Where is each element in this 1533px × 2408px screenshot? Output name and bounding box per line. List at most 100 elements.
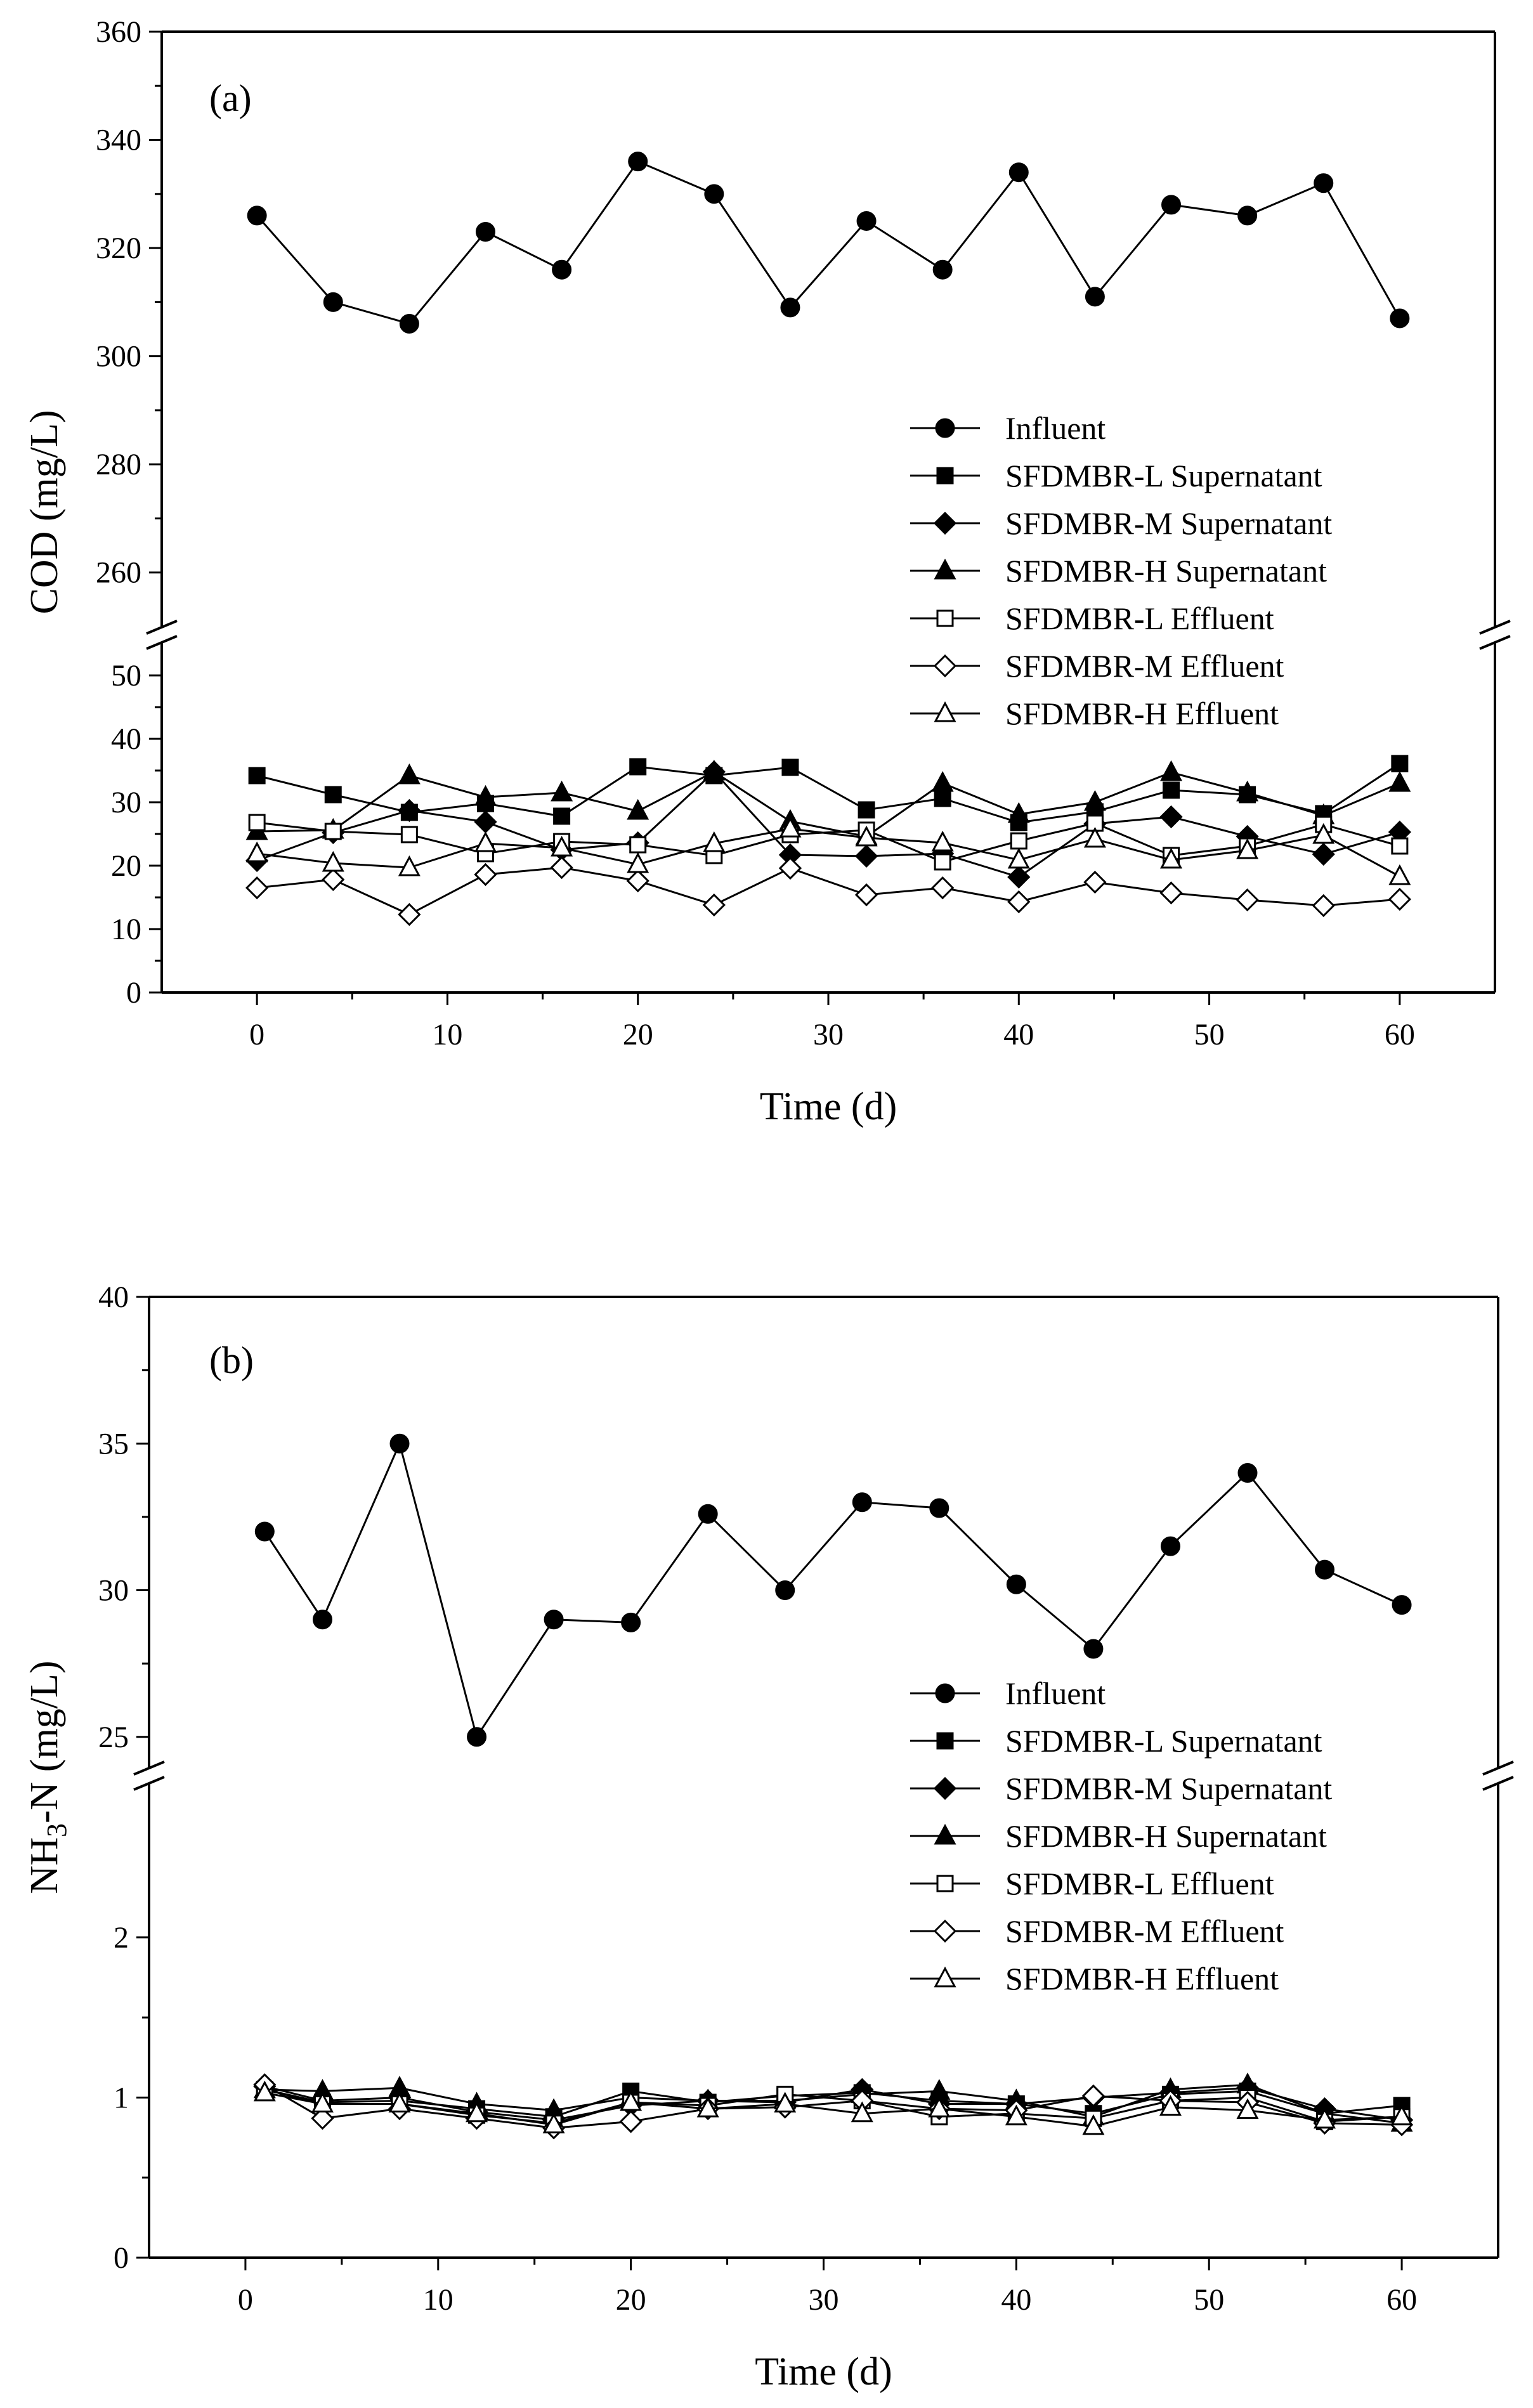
- data-point: [1083, 870, 1107, 894]
- y-tick-label: 0: [114, 2241, 129, 2275]
- data-point: [703, 759, 726, 781]
- y-tick-label: 40: [111, 722, 141, 756]
- axis-break-right-slash: [1479, 620, 1511, 635]
- y-tick-label: 20: [111, 849, 141, 883]
- data-point: [1081, 2084, 1106, 2108]
- data-point: [1007, 890, 1031, 914]
- data-point: [1391, 755, 1409, 772]
- data-point: [311, 2092, 334, 2113]
- data-point: [858, 801, 875, 819]
- x-tick-label: 60: [1385, 1018, 1415, 1051]
- legend-label: SFDMBR-L Effluent: [1005, 601, 1274, 636]
- y-tick-label: 30: [98, 1574, 129, 1608]
- data-point: [1007, 865, 1031, 889]
- data-point: [780, 297, 800, 318]
- data-point: [398, 902, 421, 927]
- series-sfdmbr-m-effluent: [245, 856, 1411, 927]
- data-point: [1010, 832, 1027, 850]
- data-point: [551, 780, 573, 802]
- y-axis-title-subscript: 3: [41, 1823, 72, 1837]
- legend-marker: [935, 418, 955, 438]
- series-line: [257, 771, 1400, 838]
- y-axis-title: NH3-N (mg/L): [23, 1660, 72, 1894]
- data-point: [932, 259, 953, 280]
- data-point: [398, 798, 421, 823]
- data-point: [254, 1521, 275, 1542]
- x-tick-label: 50: [1194, 1018, 1225, 1051]
- data-point: [467, 1727, 487, 1747]
- legend-label: Influent: [1005, 1676, 1106, 1711]
- data-point: [1391, 837, 1409, 855]
- legend-label: SFDMBR-H Effluent: [1005, 1961, 1279, 1996]
- series-line: [264, 1440, 1402, 1740]
- legend-marker: [933, 1919, 957, 1943]
- data-point: [1312, 842, 1335, 866]
- data-point: [855, 825, 878, 847]
- data-point: [621, 1612, 641, 1632]
- data-point: [1237, 1463, 1258, 1483]
- axis-break-left-gap: [134, 1768, 164, 1783]
- data-point: [474, 784, 497, 806]
- data-point: [619, 2110, 643, 2133]
- series-influent: [247, 152, 1410, 334]
- data-point: [1160, 760, 1183, 781]
- data-point: [1083, 1639, 1104, 1659]
- legend-label: SFDMBR-H Supernatant: [1005, 1818, 1327, 1854]
- y-axis-title-main: NH: [23, 1837, 66, 1894]
- panel-label: (b): [209, 1339, 254, 1381]
- data-point: [1312, 823, 1335, 844]
- data-point: [542, 2112, 565, 2133]
- data-point: [928, 2096, 951, 2118]
- y-tick-label: 0: [126, 976, 141, 1010]
- x-tick-label: 40: [1003, 1018, 1034, 1051]
- series-sfdmbr-h-effluent: [253, 2080, 1413, 2135]
- legend-label: SFDMBR-H Supernatant: [1005, 553, 1327, 589]
- data-point: [931, 876, 955, 900]
- legend-marker: [936, 1732, 954, 1750]
- axis-break-left-slash: [133, 1776, 165, 1791]
- y-tick-label: 35: [98, 1427, 129, 1461]
- data-point: [1314, 2107, 1336, 2129]
- data-point: [1236, 780, 1259, 802]
- data-point: [1388, 887, 1411, 911]
- x-axis-title: Time (d): [760, 1085, 897, 1128]
- data-point: [398, 763, 421, 784]
- data-point: [1083, 826, 1106, 848]
- y-tick-label: 260: [96, 556, 141, 590]
- data-point: [248, 767, 266, 784]
- data-point: [1160, 847, 1183, 869]
- data-point: [627, 852, 649, 873]
- data-point: [929, 1498, 949, 1518]
- data-point: [551, 835, 573, 857]
- series-sfdmbr-l-effluent: [248, 814, 1409, 871]
- series-line: [264, 2085, 1402, 2121]
- axis-break-left-slash: [133, 1760, 165, 1776]
- data-point: [1163, 781, 1180, 799]
- data-point: [1312, 894, 1335, 918]
- data-point: [778, 856, 802, 880]
- data-point: [774, 2092, 797, 2113]
- data-point: [931, 771, 954, 792]
- data-point: [323, 292, 343, 312]
- panel-label: (a): [209, 77, 252, 119]
- legend-marker: [933, 1776, 957, 1800]
- y-tick-label: 2: [114, 1921, 129, 1955]
- y-tick-label: 1: [114, 2081, 129, 2114]
- data-point: [781, 758, 799, 776]
- data-point: [1159, 881, 1183, 905]
- data-point: [400, 826, 418, 843]
- data-point: [474, 862, 497, 887]
- series-line: [256, 160, 1401, 325]
- y-tick-label: 320: [96, 231, 141, 265]
- data-point: [552, 259, 572, 280]
- data-point: [248, 814, 266, 831]
- axis-break-left-slash: [146, 635, 178, 650]
- legend-label: SFDMBR-L Supernatant: [1005, 1723, 1322, 1759]
- y-axis-title: COD (mg/L): [23, 410, 66, 614]
- data-point: [854, 844, 878, 868]
- legend-label: Influent: [1005, 410, 1106, 446]
- legend-label: SFDMBR-M Supernatant: [1005, 505, 1332, 541]
- data-point: [852, 1492, 872, 1513]
- series-sfdmbr-m-effluent: [253, 2073, 1414, 2140]
